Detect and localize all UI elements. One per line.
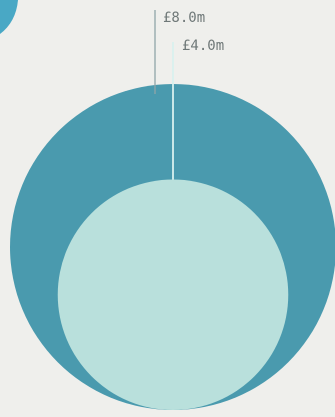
inner-circle-mark bbox=[57, 179, 289, 410]
partial-accent-shape bbox=[0, 0, 18, 34]
inner-value-label: £4.0m bbox=[182, 38, 224, 54]
outer-value-label: £8.0m bbox=[163, 10, 205, 26]
